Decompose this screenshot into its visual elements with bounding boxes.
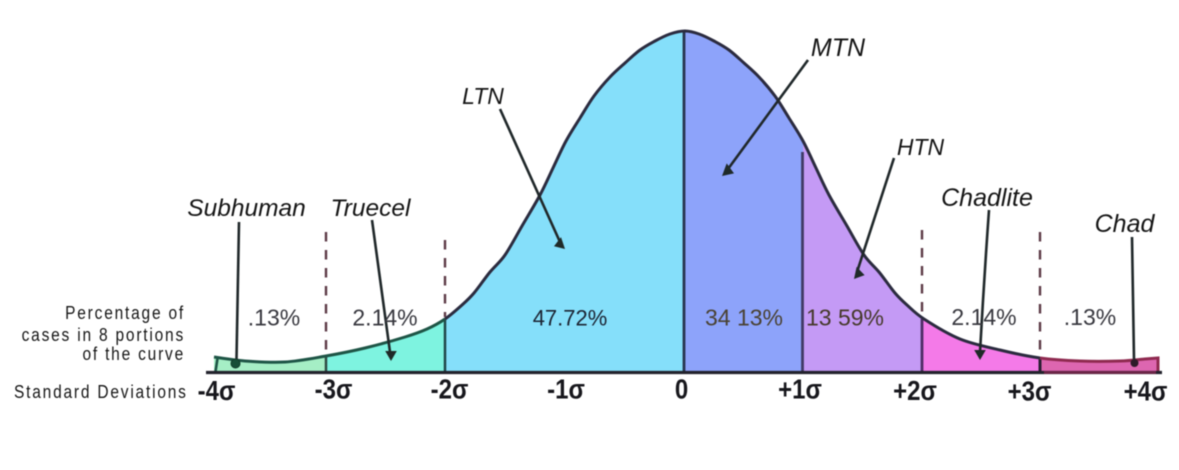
svg-text:LTN: LTN <box>462 83 504 109</box>
svg-text:-4σ: -4σ <box>198 377 236 407</box>
svg-text:34 13%: 34 13% <box>705 305 783 331</box>
svg-text:HTN: HTN <box>897 134 945 160</box>
svg-text:Chadlite: Chadlite <box>941 184 1033 212</box>
svg-text:Standard Deviations: Standard Deviations <box>14 382 188 403</box>
svg-text:+4σ: +4σ <box>1124 377 1168 407</box>
svg-text:Subhuman: Subhuman <box>187 195 306 222</box>
svg-text:MTN: MTN <box>811 34 866 62</box>
svg-text:of the curve: of the curve <box>82 344 185 365</box>
svg-text:Chad: Chad <box>1095 210 1156 238</box>
svg-text:2.14%: 2.14% <box>352 305 417 331</box>
svg-text:.13%: .13% <box>248 305 300 331</box>
svg-text:2.14%: 2.14% <box>951 304 1016 330</box>
svg-text:47.72%: 47.72% <box>533 306 608 331</box>
svg-text:-2σ: -2σ <box>431 375 469 405</box>
svg-text:Percentage of: Percentage of <box>65 303 185 324</box>
svg-text:+2σ: +2σ <box>893 377 937 407</box>
svg-text:+1σ: +1σ <box>778 375 822 405</box>
svg-text:13 59%: 13 59% <box>806 305 884 331</box>
svg-text:+3σ: +3σ <box>1008 377 1052 407</box>
svg-text:.13%: .13% <box>1064 304 1116 330</box>
svg-text:cases in 8 portions: cases in 8 portions <box>22 325 185 346</box>
svg-text:-1σ: -1σ <box>547 375 585 405</box>
svg-text:0: 0 <box>675 375 688 405</box>
svg-text:-3σ: -3σ <box>315 375 353 405</box>
svg-text:Truecel: Truecel <box>331 195 411 222</box>
